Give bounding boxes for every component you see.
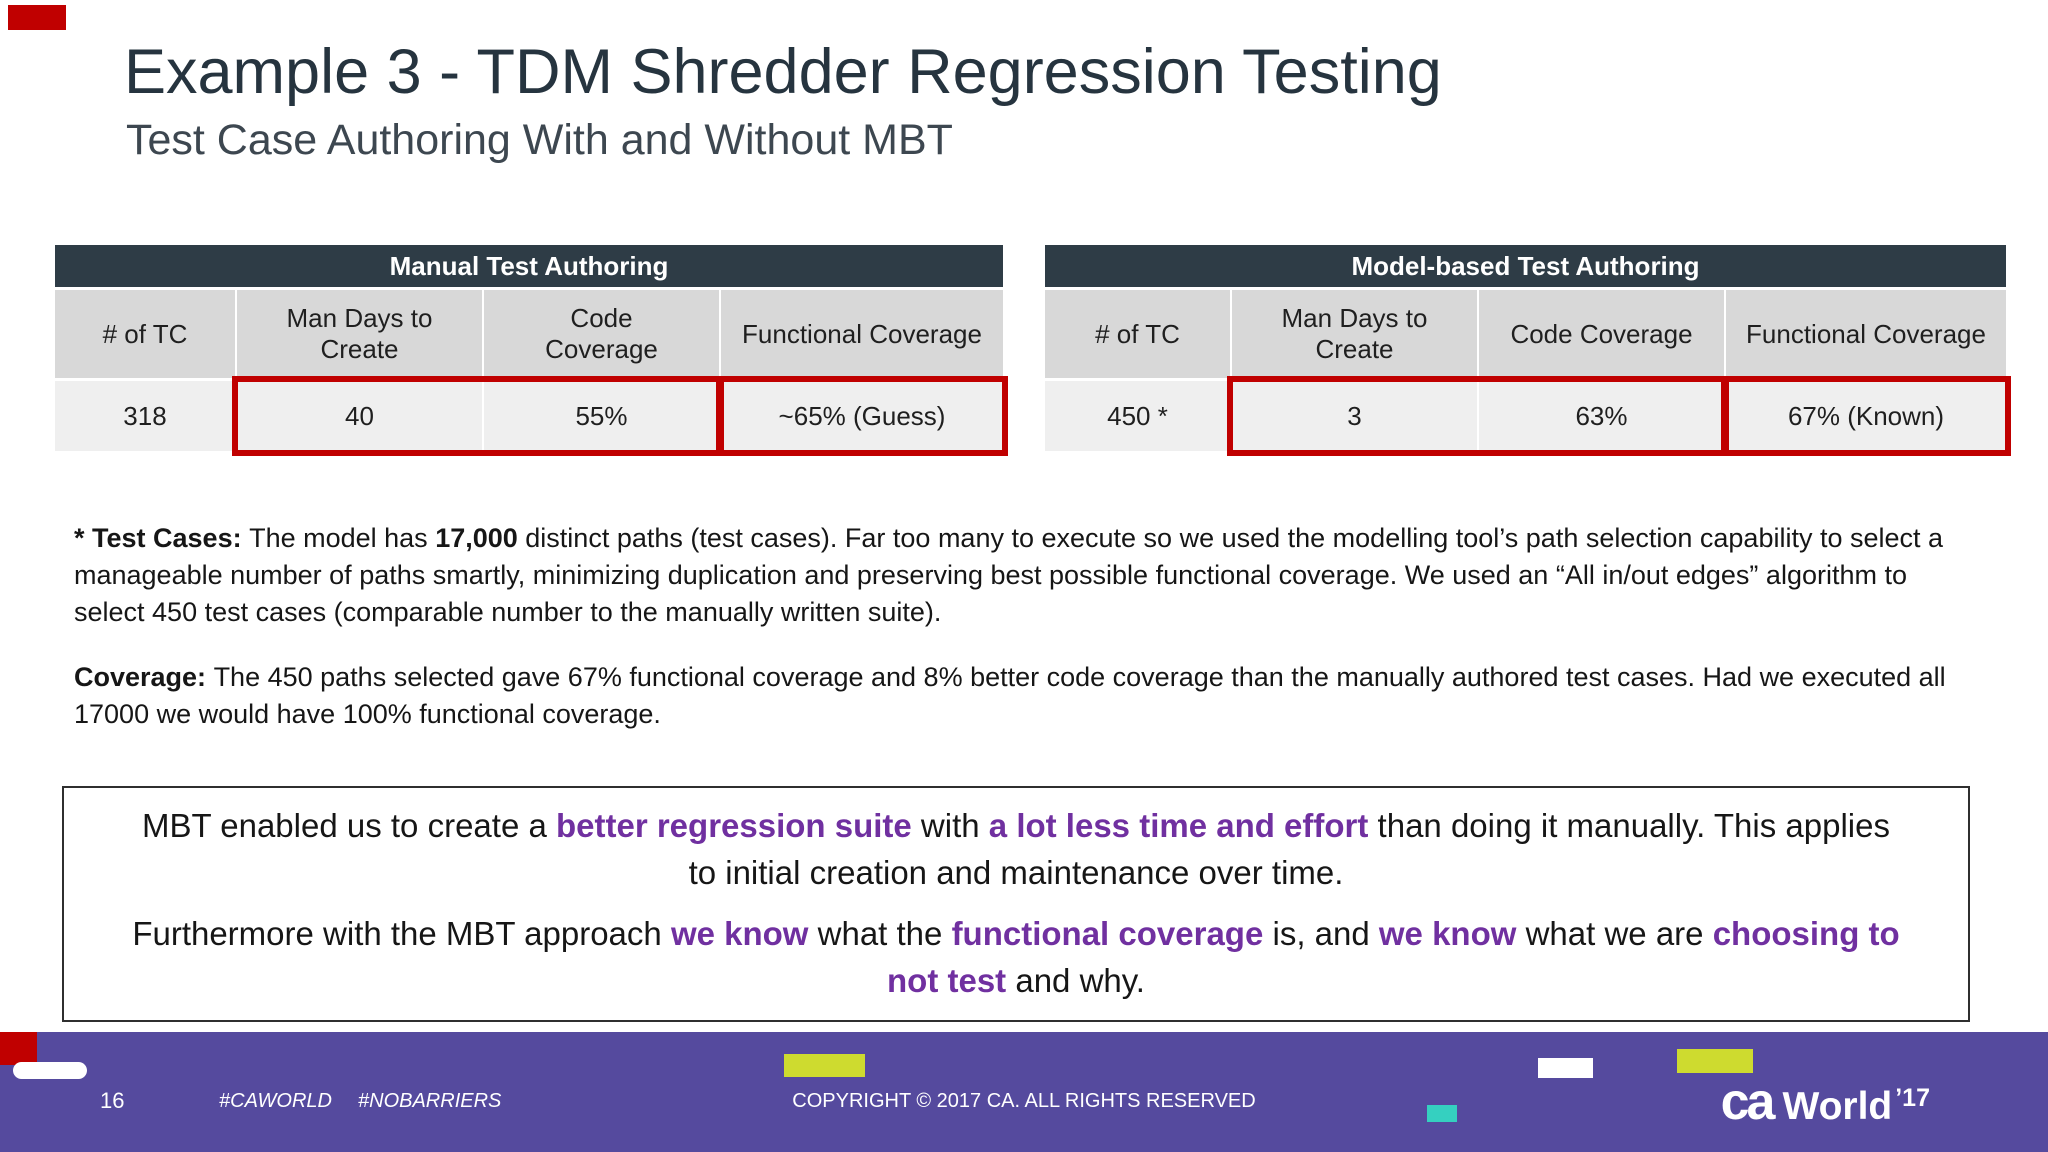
- column-header-code-coverage: Code Coverage: [484, 290, 719, 378]
- cell-man-days: 40: [237, 381, 482, 451]
- column-header-label: Man Days to Create: [286, 303, 433, 364]
- footer-hashtags: #CAWORLD #NOBARRIERS: [219, 1090, 527, 1113]
- column-header-label: Man Days to Create: [1281, 303, 1428, 364]
- ca-world-logo: ca World ’17: [1721, 1072, 1930, 1132]
- footer-bar: 16 #CAWORLD #NOBARRIERS COPYRIGHT © 2017 …: [0, 1032, 2048, 1152]
- column-header-label: # of TC: [1095, 318, 1180, 349]
- column-header-code-coverage: Code Coverage: [1479, 290, 1724, 378]
- slide-subtitle: Test Case Authoring With and Without MBT: [126, 116, 953, 164]
- table-manual-test-authoring: Manual Test Authoring # of TC Man Days t…: [55, 245, 1003, 451]
- cell-num-tc: 318: [55, 381, 235, 451]
- note-test-cases: * Test Cases: The model has 17,000 disti…: [74, 523, 1944, 627]
- white-accent-bar-left: [13, 1062, 87, 1079]
- column-header-functional-coverage: Functional Coverage: [1726, 290, 2006, 378]
- table-model-based-test-authoring: Model-based Test Authoring # of TC Man D…: [1045, 245, 2006, 451]
- column-header-man-days: Man Days to Create: [1232, 290, 1477, 378]
- logo-ca: ca: [1720, 1073, 1776, 1131]
- copyright-text: COPYRIGHT © 2017 CA. ALL RIGHTS RESERVED: [792, 1090, 1256, 1112]
- yellow-accent-bar-center: [784, 1054, 865, 1077]
- white-accent-bar-right: [1538, 1058, 1593, 1078]
- yellow-accent-bar-right: [1677, 1049, 1753, 1073]
- red-corner-mark-top: [8, 5, 66, 30]
- column-header-man-days: Man Days to Create: [237, 290, 482, 378]
- callout-paragraph-2: Furthermore with the MBT approach we kno…: [132, 915, 1900, 999]
- slide-title: Example 3 - TDM Shredder Regression Test…: [124, 37, 1442, 107]
- cell-man-days: 3: [1232, 381, 1477, 451]
- column-header-label: # of TC: [102, 318, 188, 349]
- column-header-label: Code Coverage: [545, 303, 658, 364]
- column-header-num-tc: # of TC: [55, 290, 235, 378]
- conclusion-callout-box: MBT enabled us to create a better regres…: [62, 786, 1970, 1022]
- note-coverage: Coverage: The 450 paths selected gave 67…: [74, 662, 1946, 729]
- cell-functional-coverage: ~65% (Guess): [721, 381, 1003, 451]
- notes-section: * Test Cases: The model has 17,000 disti…: [74, 520, 1974, 733]
- teal-accent-mark: [1427, 1105, 1457, 1122]
- column-header-label: Functional Coverage: [1746, 318, 1986, 349]
- column-header-label: Code Coverage: [1510, 318, 1693, 349]
- table-title: Model-based Test Authoring: [1045, 245, 2006, 287]
- hashtag-nobarriers: #NOBARRIERS: [358, 1090, 502, 1112]
- column-header-functional-coverage: Functional Coverage: [721, 290, 1003, 378]
- cell-num-tc: 450 *: [1045, 381, 1230, 451]
- cell-code-coverage: 63%: [1479, 381, 1724, 451]
- column-header-label: Functional Coverage: [742, 318, 982, 349]
- column-header-num-tc: # of TC: [1045, 290, 1230, 378]
- cell-code-coverage: 55%: [484, 381, 719, 451]
- cell-functional-coverage: 67% (Known): [1726, 381, 2006, 451]
- red-corner-mark-bottom: [0, 1032, 37, 1065]
- page-number: 16: [100, 1088, 125, 1113]
- table-title: Manual Test Authoring: [55, 245, 1003, 287]
- hashtag-caworld: #CAWORLD: [219, 1090, 332, 1112]
- callout-paragraph-1: MBT enabled us to create a better regres…: [142, 807, 1890, 891]
- logo-world: World: [1782, 1085, 1893, 1128]
- logo-year: ’17: [1895, 1084, 1930, 1112]
